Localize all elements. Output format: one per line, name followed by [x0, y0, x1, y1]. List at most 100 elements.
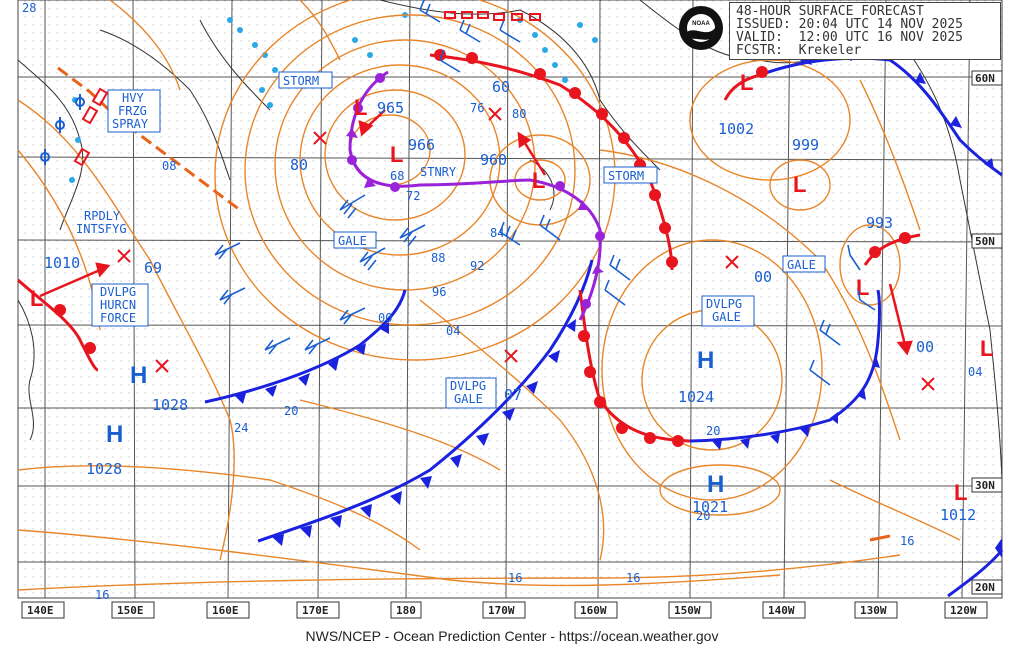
isobar-label: 08	[162, 159, 176, 173]
isobar-label: 16	[95, 588, 109, 602]
stationary-label: STNRY	[420, 165, 457, 179]
low-1002-icon: L	[740, 70, 753, 95]
isobar-label: 16	[508, 571, 522, 585]
lon-label: 140E	[27, 604, 54, 617]
header-valid: VALID: 12:00 UTC 16 NOV 2025	[736, 30, 963, 45]
cold-front-west	[204, 289, 407, 404]
lon-label: 150E	[117, 604, 144, 617]
lon-label: 160E	[212, 604, 239, 617]
latitude-labels: 60N 50N 30N 20N	[971, 70, 1003, 595]
rpdly-intsfyg-line1: RPDLY	[84, 209, 121, 223]
high-1021-icon: H	[707, 471, 724, 498]
pressure-1021: 1021	[692, 498, 728, 516]
lon-label: 160W	[580, 604, 607, 617]
low-999-icon: L	[793, 172, 806, 197]
dvlpg-gale-b-line1: DVLPG	[706, 297, 742, 311]
header-issued: ISSUED: 20:04 UTC 14 NOV 2025	[736, 17, 963, 32]
motion-arrows	[39, 109, 913, 356]
pressure-1012: 1012	[940, 506, 976, 524]
footer-credit: NWS/NCEP - Ocean Prediction Center - htt…	[305, 628, 719, 644]
pressure-965: 965	[377, 99, 404, 117]
pressure-1028a: 1028	[152, 396, 188, 414]
lon-label: 120W	[950, 604, 977, 617]
dvlpg-gale-a-line2: GALE	[454, 392, 483, 406]
gale-warning-1: GALE	[338, 234, 367, 248]
isobar-label: 16	[626, 571, 640, 585]
lat-label: 60N	[975, 72, 995, 85]
lon-label: 180	[396, 604, 416, 617]
low-965-icon: L	[354, 95, 367, 120]
low-966-icon: L	[390, 142, 403, 167]
dvlpg-hurcn-line3: FORCE	[100, 311, 136, 325]
isobar-label: 60	[492, 78, 510, 96]
low-993-icon: L	[856, 275, 869, 300]
pressure-993: 993	[866, 214, 893, 232]
longitude-labels: 140E 150E 160E 170E 180 170W 160W 150W 1…	[21, 601, 988, 619]
isobar-label: 00	[754, 268, 772, 286]
storm-warning-1: STORM	[283, 74, 319, 88]
isobar-label: 69	[144, 259, 162, 277]
lon-label: 170E	[302, 604, 329, 617]
lat-label: 50N	[975, 235, 995, 248]
storm-warning-2: STORM	[608, 169, 644, 183]
pressure-999: 999	[792, 136, 819, 154]
x-markers	[117, 107, 935, 391]
dvlpg-hurcn-line1: DVLPG	[100, 285, 136, 299]
forecast-header: 48-HOUR SURFACE FORECAST ISSUED: 20:04 U…	[729, 2, 1001, 60]
lat-label: 30N	[975, 479, 995, 492]
isobar-label: 04	[446, 324, 460, 338]
trough-line	[57, 66, 241, 212]
low-960-icon: L	[532, 168, 545, 193]
header-forecaster: FCSTR: Krekeler	[736, 43, 862, 58]
lat-label: 20N	[975, 581, 995, 594]
cold-front-main	[257, 259, 594, 546]
graticule	[17, 0, 1003, 599]
isobar-label: 20	[706, 424, 720, 438]
dvlpg-gale-b-line2: GALE	[712, 310, 741, 324]
logo-text: NOAA	[692, 21, 710, 27]
rpdly-intsfyg-line2: INTSFYG	[76, 222, 127, 236]
isobar-label: 20	[284, 404, 298, 418]
pressure-966: 966	[408, 136, 435, 154]
high-centers: H H H H	[106, 347, 724, 498]
isobar-label: 80	[290, 156, 308, 174]
isobar-label: 00	[378, 311, 392, 325]
pressure-1024: 1024	[678, 388, 714, 406]
hvy-frzg-spray-line3: SPRAY	[112, 117, 149, 131]
warm-front	[16, 49, 921, 447]
isobar-label: 80	[512, 107, 526, 121]
lon-label: 140W	[768, 604, 795, 617]
low-centers: L L L L L L L L L	[30, 70, 993, 505]
freezing-spray-icons	[40, 94, 85, 165]
header-title: 48-HOUR SURFACE FORECAST	[736, 4, 924, 19]
isobar-label: 20	[696, 509, 710, 523]
low-1010-icon: L	[30, 286, 43, 311]
wind-barbs	[214, 0, 876, 386]
high-1024-icon: H	[697, 347, 714, 374]
ice-edge-markers	[73, 11, 541, 167]
lon-label: 150W	[674, 604, 701, 617]
lon-label: 130W	[860, 604, 887, 617]
warning-boxes: STORM STORM GALE GALE HVY FRZG SPRAY DVL…	[76, 71, 826, 409]
dotted-grid	[18, 0, 1002, 598]
pressure-960: 960	[480, 151, 507, 169]
cold-front-east	[689, 289, 881, 450]
high-1028a-icon: H	[130, 362, 147, 389]
isobar-label: 04	[968, 365, 982, 379]
isobar-label: 68	[390, 169, 404, 183]
isobar-label: 16	[900, 534, 914, 548]
isobar-label: 72	[406, 189, 420, 203]
pressure-1002: 1002	[718, 120, 754, 138]
occluded-front	[346, 70, 605, 321]
pressure-1010: 1010	[44, 254, 80, 272]
dvlpg-gale-a-line1: DVLPG	[450, 379, 486, 393]
gale-warning-2: GALE	[787, 258, 816, 272]
isobar-label: 00	[916, 338, 934, 356]
isobar-label: 96	[432, 285, 446, 299]
isobar-label: 07	[504, 386, 522, 404]
high-1028b-icon: H	[106, 421, 123, 448]
pressure-1028b: 1028	[86, 460, 122, 478]
isobar-label: 24	[234, 421, 248, 435]
low-east-icon: L	[980, 336, 993, 361]
